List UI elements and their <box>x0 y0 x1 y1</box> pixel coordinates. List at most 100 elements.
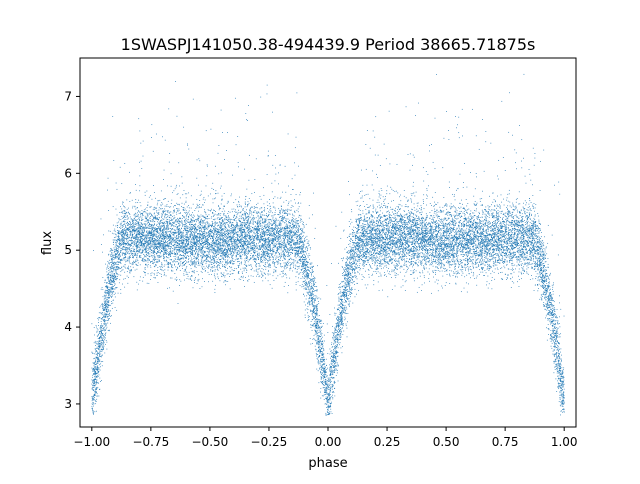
data-point <box>537 215 539 217</box>
data-point <box>230 249 231 250</box>
data-point <box>255 206 257 208</box>
data-point <box>465 251 467 253</box>
data-point <box>182 261 184 263</box>
data-point <box>506 242 508 244</box>
data-point <box>506 260 508 262</box>
data-point <box>228 226 230 228</box>
data-point <box>191 230 193 232</box>
data-point <box>537 252 539 254</box>
data-point <box>265 266 267 268</box>
data-point <box>302 250 304 252</box>
data-point <box>206 217 208 219</box>
data-point <box>398 230 400 232</box>
data-point <box>457 231 459 233</box>
data-point <box>360 238 362 240</box>
data-point <box>351 211 353 213</box>
data-point <box>322 357 323 359</box>
data-point <box>112 242 114 243</box>
data-point <box>224 210 226 212</box>
data-point <box>192 250 194 252</box>
data-point <box>442 228 444 229</box>
data-point <box>353 247 355 248</box>
data-point <box>555 359 557 360</box>
data-point <box>95 359 97 361</box>
data-point <box>191 251 193 253</box>
data-point <box>461 229 463 231</box>
data-point <box>184 249 186 251</box>
data-point <box>156 234 158 236</box>
data-point <box>401 228 402 229</box>
data-point <box>517 263 519 265</box>
data-point <box>443 241 445 243</box>
data-point <box>356 218 358 220</box>
data-point <box>510 224 511 226</box>
data-point <box>185 230 187 232</box>
data-point <box>115 279 117 281</box>
data-point <box>426 229 428 231</box>
data-point <box>92 370 94 372</box>
data-point <box>108 329 110 331</box>
data-point <box>417 256 419 257</box>
data-point <box>459 225 461 227</box>
data-point <box>219 218 221 220</box>
data-point <box>407 233 408 235</box>
data-point <box>342 312 344 314</box>
data-point <box>150 240 152 242</box>
data-point <box>403 210 405 212</box>
data-point <box>98 367 100 368</box>
data-point <box>106 311 108 313</box>
data-point <box>257 225 259 227</box>
data-point <box>154 261 155 263</box>
data-point <box>431 263 433 265</box>
data-point <box>416 240 417 242</box>
data-point <box>497 246 499 248</box>
data-point <box>309 291 311 293</box>
data-point <box>417 237 419 238</box>
data-point <box>195 259 197 260</box>
data-point <box>350 288 352 290</box>
data-point <box>157 262 159 264</box>
data-point <box>440 234 441 236</box>
data-point <box>497 243 499 245</box>
data-point <box>493 199 495 201</box>
data-point <box>253 206 255 207</box>
data-point <box>303 285 305 287</box>
data-point <box>551 320 553 322</box>
data-point <box>149 222 150 224</box>
data-point <box>388 260 390 262</box>
data-point <box>483 240 484 241</box>
data-point <box>300 234 302 236</box>
data-point <box>186 251 188 253</box>
data-point <box>128 234 130 236</box>
data-point <box>501 243 503 245</box>
data-point <box>551 338 553 340</box>
data-point <box>439 236 440 238</box>
data-point <box>399 225 401 226</box>
data-point <box>538 239 540 240</box>
data-point <box>350 274 352 276</box>
data-point <box>214 223 216 225</box>
data-point <box>360 216 362 218</box>
data-point <box>199 239 201 241</box>
data-point <box>482 269 484 271</box>
data-point <box>340 315 342 317</box>
data-point <box>391 248 393 249</box>
data-point <box>327 407 329 409</box>
data-point <box>190 220 192 222</box>
data-point <box>330 375 331 376</box>
data-point <box>418 243 420 244</box>
data-point <box>121 258 123 260</box>
data-point <box>248 250 250 252</box>
data-point <box>97 382 99 384</box>
data-point <box>406 234 408 236</box>
data-point <box>383 247 385 248</box>
data-point <box>403 190 405 191</box>
data-point <box>103 316 104 317</box>
data-point <box>208 226 210 228</box>
data-point <box>220 230 221 232</box>
data-point <box>259 247 261 249</box>
data-point <box>500 236 501 238</box>
data-point <box>235 225 237 226</box>
data-point <box>407 233 409 234</box>
data-point <box>465 264 467 266</box>
